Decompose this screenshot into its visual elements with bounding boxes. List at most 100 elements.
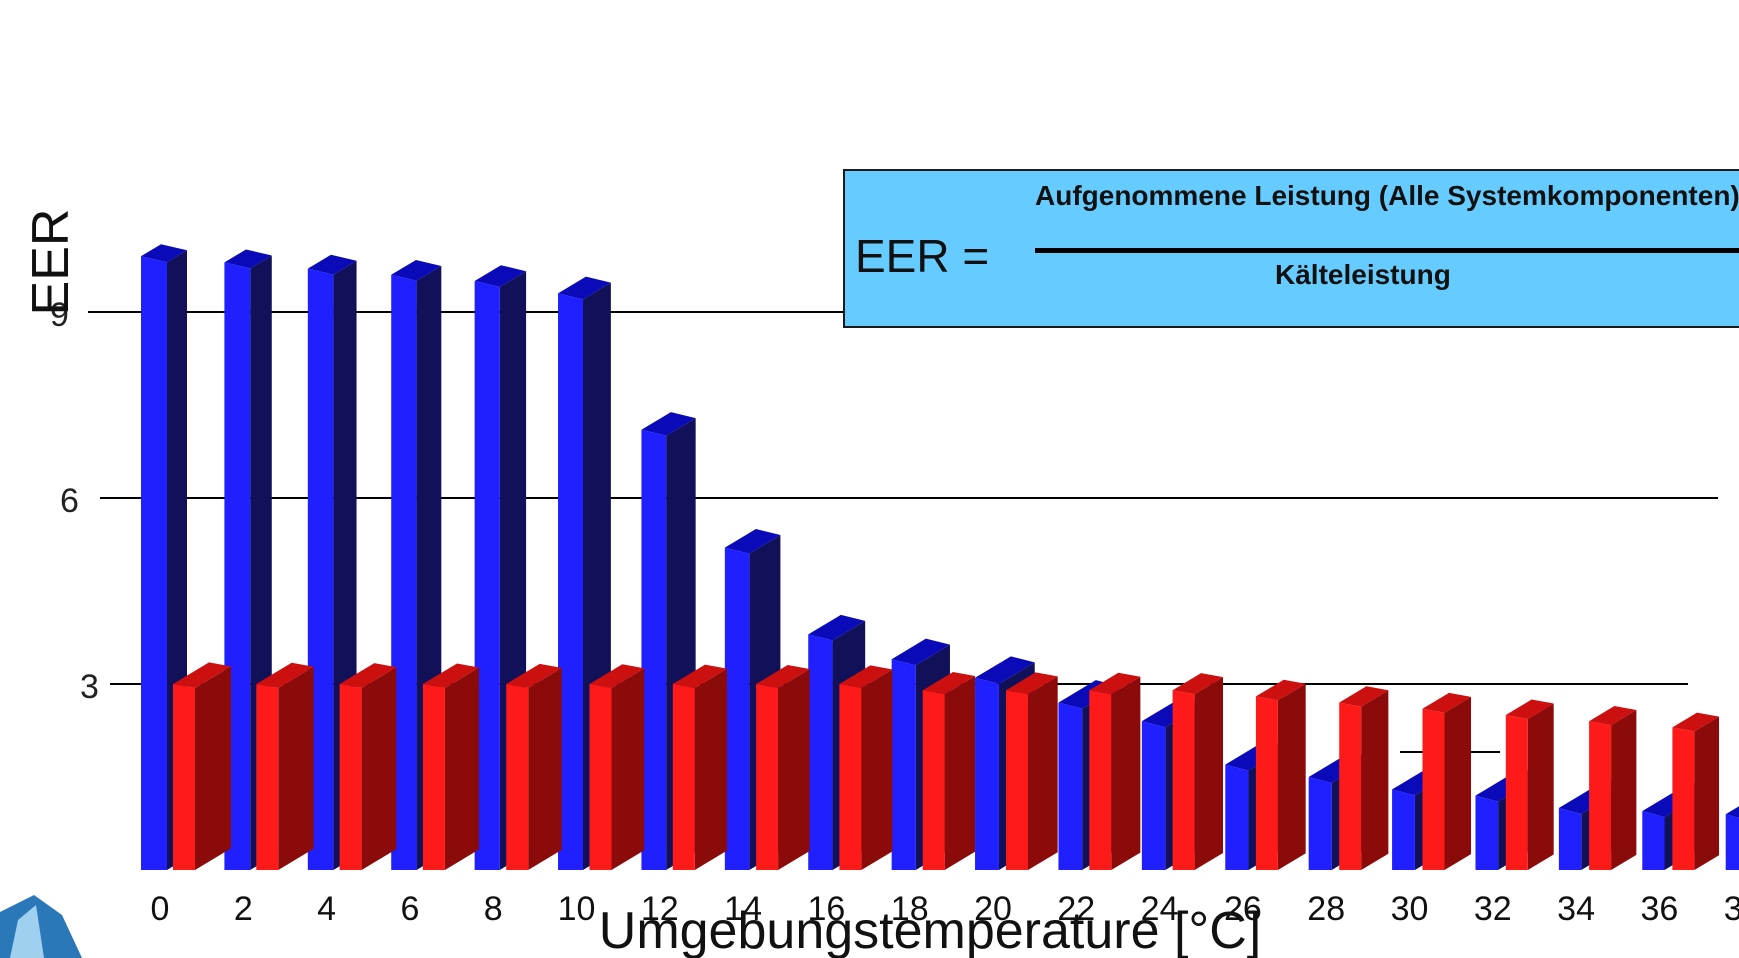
bar-red <box>1589 721 1612 870</box>
x-tick-label: 26 <box>1224 890 1262 928</box>
bar-red-top <box>422 663 480 688</box>
formula-numerator: Aufgenommene Leistung (Alle Systemkompon… <box>1035 180 1739 211</box>
bar-red <box>1006 690 1028 870</box>
bar-blue-top <box>141 244 187 263</box>
bar-red-top <box>922 672 976 695</box>
bar-red-top <box>506 663 562 688</box>
bar-red <box>256 684 279 870</box>
bar-blue-top <box>558 276 611 300</box>
bar-blue <box>975 677 999 870</box>
y-tick-label: 3 <box>80 668 99 706</box>
bar-red-top <box>173 662 231 688</box>
bar-red <box>1255 696 1278 870</box>
bar-red-top <box>1505 699 1554 719</box>
bar-blue <box>1308 777 1332 870</box>
eer-formula-box: EER = Aufgenommene Leistung (Alle System… <box>843 169 1739 328</box>
bar-blue <box>307 268 334 871</box>
bar-blue-top <box>641 412 696 436</box>
bar-blue <box>141 256 167 870</box>
bar-blue <box>1558 808 1582 870</box>
bar-red-top <box>1589 706 1637 726</box>
bar-blue <box>641 429 667 870</box>
x-tick-label: 32 <box>1474 890 1512 928</box>
x-tick-label: 6 <box>400 890 419 928</box>
bar-blue <box>808 634 833 870</box>
bar-blue <box>1392 789 1415 870</box>
bar-red-top <box>672 664 728 688</box>
bar-red-top <box>589 664 645 688</box>
bar-red-top <box>339 663 397 688</box>
bar-red-top <box>839 665 893 688</box>
bar-red-side <box>1611 710 1637 870</box>
bar-red-side <box>778 669 810 870</box>
bar-red <box>756 684 779 870</box>
bar-red-side <box>1444 696 1472 870</box>
bar-red-top <box>1255 679 1306 701</box>
bar-red <box>1672 727 1695 870</box>
x-tick-label: 18 <box>891 890 929 928</box>
y-axis-title: EER <box>22 209 80 316</box>
x-tick-label: 24 <box>1141 890 1179 928</box>
x-tick-label: 4 <box>317 890 336 928</box>
bar-blue <box>558 293 583 870</box>
x-tick-label: 30 <box>1391 890 1429 928</box>
bar-blue-top <box>724 528 781 554</box>
bar-red-top <box>256 662 314 688</box>
bar-red <box>589 684 612 870</box>
crystal-logo-icon-highlight <box>10 905 44 958</box>
bar-red <box>1505 715 1528 870</box>
x-tick-label: 12 <box>641 890 679 928</box>
bar-blue-top <box>224 249 272 269</box>
bar-blue <box>391 274 417 870</box>
bar-red-side <box>611 668 645 870</box>
x-tick-label: 36 <box>1640 890 1678 928</box>
bar-red <box>422 684 445 870</box>
bar-red-top <box>1339 686 1389 707</box>
bar-red-top <box>1422 692 1472 713</box>
bar-red <box>839 684 862 870</box>
bar-red-top <box>1672 712 1720 732</box>
bar-blue <box>724 547 750 870</box>
x-tick-label: 14 <box>724 890 762 928</box>
bar-blue <box>891 659 916 870</box>
y-tick-label: 9 <box>50 296 69 334</box>
bar-red-top <box>756 665 810 688</box>
bar-red-side <box>694 668 728 870</box>
y-tick-label: 6 <box>60 482 79 520</box>
formula-denominator: Kälteleistung <box>1275 259 1451 290</box>
x-tick-label: 20 <box>974 890 1012 928</box>
bar-red <box>339 684 362 870</box>
bar-blue-top <box>891 638 950 666</box>
bar-red-side <box>1527 703 1554 870</box>
bar-red-side <box>944 676 976 870</box>
bar-red-side <box>278 666 314 870</box>
bar-blue <box>1475 795 1499 870</box>
bar-red <box>672 684 695 870</box>
x-tick-label: 22 <box>1057 890 1095 928</box>
bar-red-side <box>861 669 893 870</box>
bar-blue-top <box>1725 806 1739 818</box>
bar-blue <box>474 281 500 870</box>
bar-red-side <box>1694 716 1720 870</box>
bar-red <box>922 690 945 870</box>
bar-red-side <box>1277 683 1306 870</box>
bar-red-top <box>1172 673 1224 695</box>
x-tick-label: 2 <box>234 890 253 928</box>
bar-blue <box>1141 721 1166 870</box>
x-tick-label: 16 <box>807 890 845 928</box>
formula-fraction-line <box>1035 248 1739 253</box>
bar-red <box>1339 702 1362 870</box>
x-tick-label: 38 <box>1724 890 1739 928</box>
bar-red-side <box>528 667 562 870</box>
x-tick-label: 0 <box>151 890 170 928</box>
bar-blue <box>1642 811 1665 870</box>
bar-red-top <box>1089 672 1141 695</box>
bar-red-side <box>1194 677 1224 870</box>
bar-red-top <box>1006 672 1058 695</box>
bar-red-side <box>195 666 231 870</box>
bar-red <box>506 684 529 870</box>
bar-red-side <box>444 667 480 870</box>
bar-blue <box>1225 764 1249 870</box>
bar-red <box>173 684 195 870</box>
